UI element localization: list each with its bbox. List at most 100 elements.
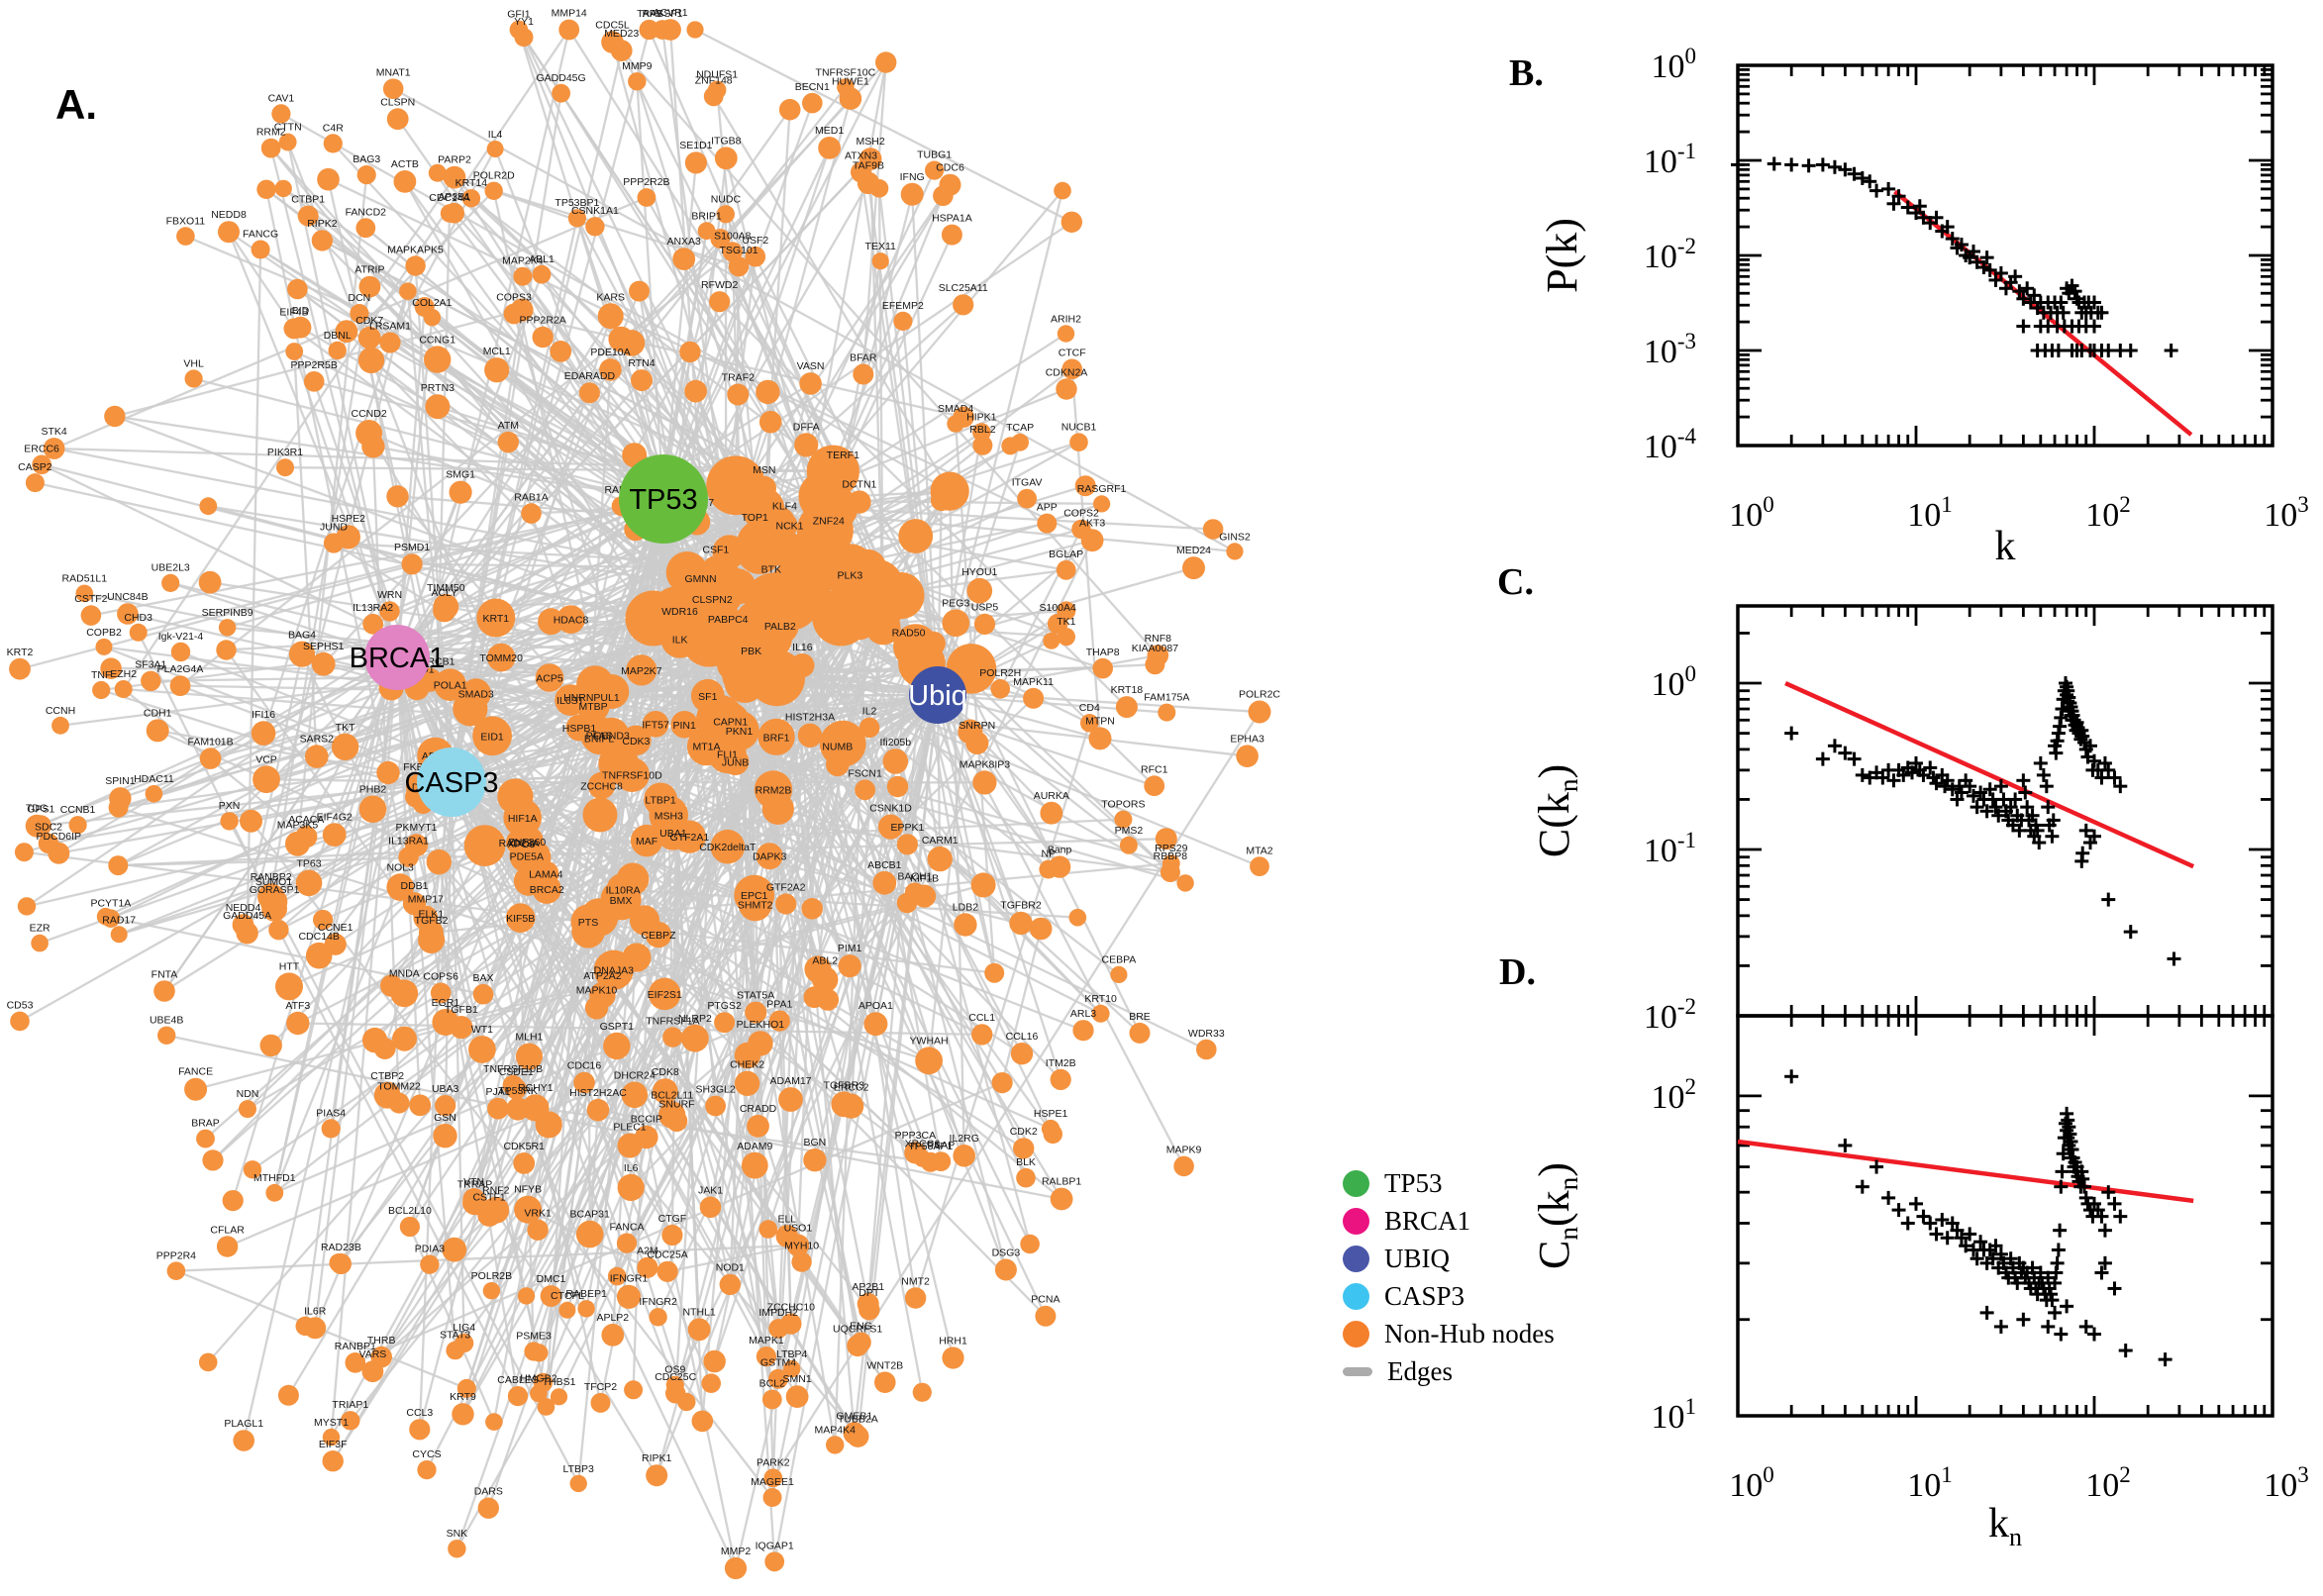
network-node <box>30 815 51 837</box>
network-edge <box>286 142 590 923</box>
network-edge <box>395 317 434 658</box>
network-node <box>690 678 725 713</box>
network-edge <box>368 285 716 627</box>
network-node <box>1196 1039 1217 1060</box>
network-node <box>251 721 276 746</box>
network-node <box>790 653 815 678</box>
network-edge <box>454 697 1035 1251</box>
axis-ticks <box>1736 1016 2274 1418</box>
network-edge <box>636 81 665 500</box>
network-node <box>283 318 305 340</box>
network-node <box>252 765 280 794</box>
data-points <box>1784 1069 2172 1367</box>
network-edge <box>105 915 484 996</box>
network-node <box>275 972 303 1001</box>
network-node <box>814 485 858 530</box>
network-node <box>43 438 65 459</box>
network-node <box>196 1129 215 1148</box>
legend-item-tp53: TP53 <box>1343 1164 1555 1202</box>
network-node <box>1040 801 1063 825</box>
network-node <box>435 1095 456 1117</box>
legend-label: UBIQ <box>1384 1243 1450 1273</box>
y-tick-label: 10-1 <box>1644 139 1696 180</box>
network-node <box>550 1388 568 1406</box>
network-node <box>1072 1020 1094 1042</box>
network-node <box>858 1299 880 1321</box>
network-node <box>1023 687 1045 709</box>
network-node <box>1088 727 1112 750</box>
network-node <box>216 1236 239 1257</box>
network-node <box>872 870 897 895</box>
network-edge <box>747 672 966 926</box>
network-node <box>382 78 404 99</box>
network-node <box>687 1318 711 1342</box>
network-node <box>871 252 889 270</box>
plot-frame <box>1736 63 2274 448</box>
network-node <box>379 601 400 622</box>
network-node <box>797 723 823 748</box>
network-node <box>486 141 504 157</box>
network-node <box>1069 433 1088 452</box>
network-node <box>745 246 766 267</box>
network-edge <box>444 781 454 1137</box>
network-node <box>735 634 767 667</box>
network-edge <box>293 350 399 658</box>
legend-label: Non-Hub nodes <box>1384 1318 1555 1348</box>
network-edge <box>212 681 746 1161</box>
network-edge <box>673 540 1094 1386</box>
network-node <box>514 1195 543 1224</box>
network-node <box>714 1012 736 1034</box>
network-node <box>803 1148 827 1172</box>
network-edge <box>1000 928 1043 1083</box>
network-node <box>311 230 334 251</box>
network-node <box>110 926 128 944</box>
network-node <box>32 454 51 475</box>
network-node <box>358 795 387 824</box>
network-edge <box>395 306 426 658</box>
network-node <box>734 1070 760 1097</box>
network-node <box>472 716 512 756</box>
network-node <box>630 824 663 857</box>
network-node <box>477 1497 499 1519</box>
network-node <box>425 394 451 420</box>
network-node <box>129 623 148 642</box>
network-node <box>482 1282 501 1300</box>
network-node <box>719 1273 741 1296</box>
x-axis-title: kn​ <box>1988 1501 2022 1551</box>
network-node <box>761 1389 782 1410</box>
network-node <box>904 1142 927 1164</box>
network-node <box>747 1115 769 1138</box>
network-node <box>590 1392 611 1413</box>
legend-item-ubiq: UBIQ <box>1343 1240 1555 1277</box>
x-tick-label: 101 <box>1907 1462 1953 1504</box>
network-node <box>601 1324 625 1347</box>
x-tick-label: 103 <box>2264 1462 2309 1504</box>
network-node <box>1010 1043 1034 1065</box>
network-node <box>569 1474 587 1493</box>
legend-label: BRCA1 <box>1384 1205 1471 1236</box>
data-points <box>1731 156 2178 357</box>
network-node <box>631 369 653 392</box>
network-node <box>1119 836 1138 854</box>
y-tick-label: 10-1 <box>1644 828 1696 869</box>
network-edge <box>834 567 869 1446</box>
network-node <box>361 1360 384 1383</box>
network-edge <box>936 694 996 973</box>
x-axis-title: k <box>1995 524 2016 569</box>
network-node <box>915 1047 943 1075</box>
network-node <box>904 1287 927 1309</box>
network-node <box>661 1224 683 1247</box>
y-tick-label: 10-2 <box>1644 994 1696 1036</box>
network-edge <box>419 667 972 1107</box>
network-node <box>768 1010 790 1032</box>
network-node <box>851 1332 871 1353</box>
network-node <box>882 748 909 774</box>
network-node <box>863 1012 888 1037</box>
legend-item-edges: Edges <box>1343 1352 1555 1390</box>
network-node <box>311 651 336 676</box>
network-node <box>114 680 133 698</box>
network-node <box>1110 965 1128 984</box>
panel-d-letter: D. <box>1499 951 1536 993</box>
network-node <box>398 847 419 867</box>
network-node <box>502 1074 524 1096</box>
